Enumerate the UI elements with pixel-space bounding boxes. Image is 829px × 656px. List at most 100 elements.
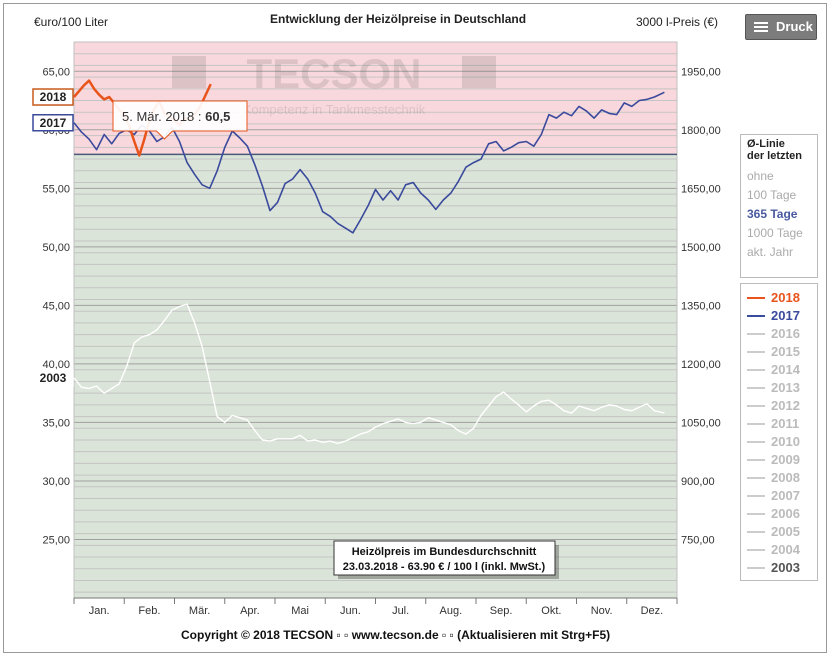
legend-label: 2004 — [771, 542, 800, 557]
legend-item-2010[interactable]: 2010 — [747, 434, 815, 450]
y-axis-left: 25,0030,0035,0040,0045,0050,0055,0060,00… — [42, 66, 70, 546]
average-panel-heading-line2: der letzten — [747, 150, 803, 162]
y-tick-label: 40,00 — [42, 359, 70, 371]
watermark-logo-text: TECSON — [246, 50, 421, 97]
info-box-line2: 23.03.2018 - 63.90 € / 100 l (inkl. MwSt… — [343, 561, 546, 573]
legend-swatch — [747, 459, 765, 461]
legend-label: 2015 — [771, 344, 800, 359]
tooltip-text: 5. Mär. 2018 : 60,5 — [122, 109, 230, 124]
y-axis-right-label: 3000 l-Preis (€) — [636, 15, 719, 29]
legend-item-2005[interactable]: 2005 — [747, 524, 815, 540]
legend-swatch — [747, 315, 765, 317]
y2-tick-label: 1650,00 — [681, 183, 721, 195]
legend-label: 2006 — [771, 506, 800, 521]
legend-swatch — [747, 477, 765, 479]
below-average-band — [74, 154, 677, 598]
average-panel-heading-line1: Ø-Linie — [747, 138, 785, 150]
legend-label: 2014 — [771, 362, 800, 377]
average-option-ohne[interactable]: ohne — [747, 169, 774, 183]
legend-label: 2005 — [771, 524, 800, 539]
legend-label: 2007 — [771, 488, 800, 503]
y-tick-label: 35,00 — [42, 417, 70, 429]
legend-label: 2017 — [771, 308, 800, 323]
legend-item-2016[interactable]: 2016 — [747, 326, 815, 342]
average-option-1000-tage[interactable]: 1000 Tage — [747, 226, 803, 240]
y-tick-label: 25,00 — [42, 534, 70, 546]
legend-swatch — [747, 567, 765, 569]
tooltip-date: 5. Mär. 2018 : — [122, 109, 205, 124]
series-label-2018: 2018 — [40, 90, 67, 104]
menu-icon — [754, 22, 768, 24]
x-tick-label: Mai — [291, 605, 309, 617]
legend-swatch — [747, 369, 765, 371]
legend-label: 2010 — [771, 434, 800, 449]
legend-label: 2013 — [771, 380, 800, 395]
series-end-labels: 2003 2017 2018 — [32, 88, 74, 387]
y-tick-label: 65,00 — [42, 66, 70, 78]
legend-item-2013[interactable]: 2013 — [747, 380, 815, 396]
x-axis: Jan. Feb. Mär. Apr. Mai Jun. Jul. Aug. Sep. Okt. N… — [73, 597, 678, 617]
legend-label: 2018 — [771, 290, 800, 305]
watermark-block-icon — [462, 56, 496, 88]
print-button[interactable]: Druck — [745, 14, 817, 40]
y-tick-label: 45,00 — [42, 300, 70, 312]
chart-title: Entwicklung der Heizölpreise in Deutschl… — [270, 12, 527, 26]
x-tick-label: Sep. — [490, 605, 513, 617]
series-line-2003 — [73, 303, 665, 445]
y-tick-label: 55,00 — [42, 183, 70, 195]
watermark-subtitle: Kompetenz in Tankmesstechnik — [243, 102, 426, 117]
legend-item-2017[interactable]: 2017 — [747, 308, 815, 324]
x-tick-label: Feb. — [138, 605, 160, 617]
average-option-100-tage[interactable]: 100 Tage — [747, 188, 797, 202]
series-label-2003: 2003 — [40, 371, 67, 385]
y2-tick-label: 1500,00 — [681, 242, 721, 254]
y2-tick-label: 1800,00 — [681, 125, 721, 137]
x-tick-label: Mär. — [189, 605, 210, 617]
legend-item-2007[interactable]: 2007 — [747, 488, 815, 504]
y2-tick-label: 900,00 — [681, 476, 715, 488]
x-tick-label: Jan. — [89, 605, 110, 617]
tooltip-box — [112, 100, 248, 140]
footer-copyright: Copyright © 2018 TECSON ▫ ▫ www.tecson.d… — [181, 628, 611, 642]
y-tick-label: 30,00 — [42, 476, 70, 488]
y2-tick-label: 1350,00 — [681, 300, 721, 312]
legend-swatch — [747, 405, 765, 407]
legend-item-2018[interactable]: 2018 — [747, 290, 815, 306]
legend-label: 2009 — [771, 452, 800, 467]
legend-label: 2012 — [771, 398, 800, 413]
x-tick-label: Aug. — [440, 605, 463, 617]
legend-item-2008[interactable]: 2008 — [747, 470, 815, 486]
info-box-frame — [333, 540, 556, 576]
legend-item-2014[interactable]: 2014 — [747, 362, 815, 378]
legend-item-2012[interactable]: 2012 — [747, 398, 815, 414]
legend-swatch — [747, 351, 765, 353]
y2-tick-label: 1950,00 — [681, 66, 721, 78]
legend-item-2003[interactable]: 2003 — [747, 560, 815, 576]
legend-item-2009[interactable]: 2009 — [747, 452, 815, 468]
y2-tick-label: 1050,00 — [681, 417, 721, 429]
average-option-akt-jahr[interactable]: akt. Jahr — [747, 245, 794, 259]
x-tick-label: Dez. — [641, 605, 664, 617]
info-box: Heizölpreis im Bundesdurchschnitt 23.03.2… — [333, 540, 559, 579]
legend-swatch — [747, 333, 765, 335]
legend-item-2011[interactable]: 2011 — [747, 416, 815, 432]
x-tick-label: Apr. — [240, 605, 260, 617]
x-tick-label: Jun. — [340, 605, 361, 617]
legend-item-2006[interactable]: 2006 — [747, 506, 815, 522]
series-label-2017: 2017 — [40, 116, 67, 130]
y2-tick-label: 750,00 — [681, 534, 715, 546]
average-line-panel: Ø-Linie der letzten ohne 100 Tage 365 Tage… — [740, 134, 818, 278]
legend-swatch — [747, 495, 765, 497]
info-box-line1: Heizölpreis im Bundesdurchschnitt — [352, 546, 537, 558]
legend-swatch — [747, 423, 765, 425]
legend-item-2015[interactable]: 2015 — [747, 344, 815, 360]
x-tick-label: Nov. — [591, 605, 613, 617]
legend-item-2004[interactable]: 2004 — [747, 542, 815, 558]
y-axis-left-label: €uro/100 Liter — [34, 15, 109, 29]
gridlines — [74, 53, 677, 593]
y2-tick-label: 1200,00 — [681, 359, 721, 371]
y-tick-label: 50,00 — [42, 242, 70, 254]
average-option-365-tage[interactable]: 365 Tage — [747, 207, 798, 221]
y-axis-right: 750,00 900,00 1050,00 1200,00 1350,00 1500,00… — [681, 66, 721, 546]
